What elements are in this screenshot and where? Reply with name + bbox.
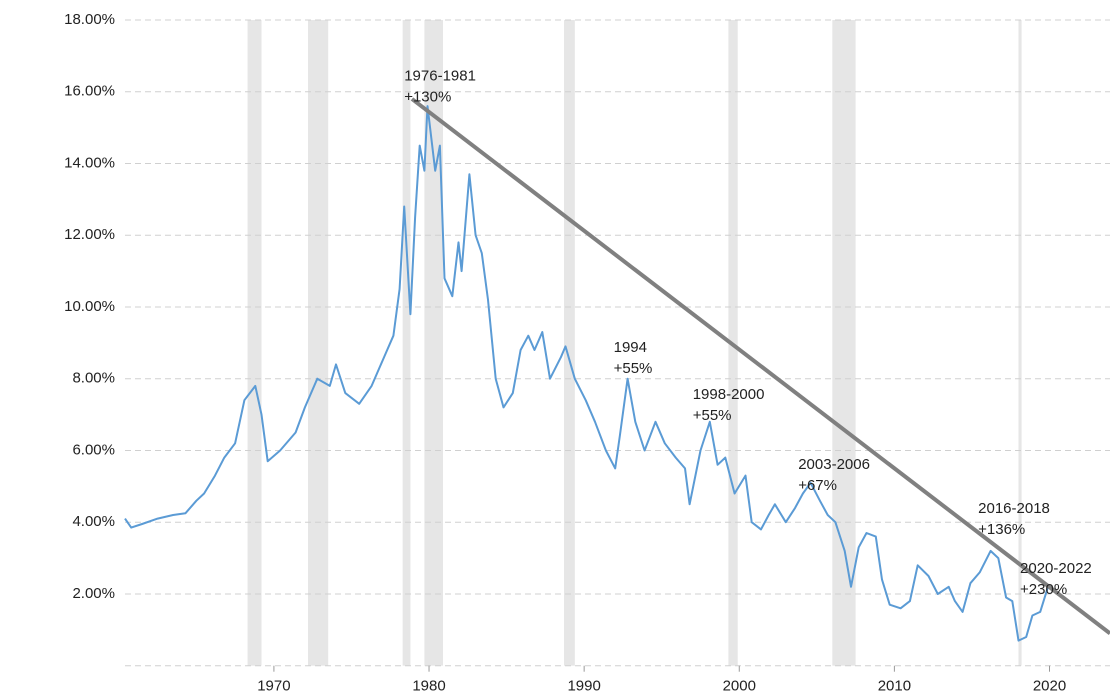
annotation: 1998-2000 bbox=[693, 386, 765, 403]
x-tick-label: 1990 bbox=[567, 678, 600, 695]
annotation: +130% bbox=[404, 89, 451, 106]
recession-band bbox=[424, 20, 443, 666]
x-tick-label: 2020 bbox=[1033, 678, 1066, 695]
x-tick-label: 1980 bbox=[412, 678, 445, 695]
annotation: 1994 bbox=[614, 339, 647, 356]
annotation: 2016-2018 bbox=[978, 500, 1050, 517]
recession-band bbox=[247, 20, 262, 666]
recession-band bbox=[563, 20, 575, 666]
annotation: 1976-1981 bbox=[404, 68, 476, 85]
series-line bbox=[124, 105, 1049, 642]
trend-line bbox=[410, 97, 1110, 636]
annotation: +230% bbox=[1020, 581, 1067, 598]
recession-band bbox=[402, 20, 411, 666]
y-tick-label: 18.00% bbox=[64, 11, 115, 28]
recession-band bbox=[1018, 20, 1022, 666]
y-tick-label: 4.00% bbox=[72, 513, 115, 530]
annotation: +136% bbox=[978, 521, 1025, 538]
y-tick-label: 8.00% bbox=[72, 370, 115, 387]
x-tick-label: 2010 bbox=[878, 678, 911, 695]
annotation: 2020-2022 bbox=[1020, 560, 1092, 577]
x-tick-label: 2000 bbox=[723, 678, 756, 695]
y-tick-label: 16.00% bbox=[64, 83, 115, 100]
y-tick-label: 14.00% bbox=[64, 154, 115, 171]
y-tick-label: 12.00% bbox=[64, 226, 115, 243]
recession-band bbox=[832, 20, 856, 666]
annotation: +55% bbox=[693, 407, 732, 424]
recession-band bbox=[308, 20, 329, 666]
x-tick-label: 1970 bbox=[257, 678, 290, 695]
y-tick-label: 6.00% bbox=[72, 441, 115, 458]
annotation: +67% bbox=[798, 477, 837, 494]
annotation: 2003-2006 bbox=[798, 456, 870, 473]
y-tick-label: 10.00% bbox=[64, 298, 115, 315]
annotation: +55% bbox=[614, 360, 653, 377]
y-tick-label: 2.00% bbox=[72, 585, 115, 602]
